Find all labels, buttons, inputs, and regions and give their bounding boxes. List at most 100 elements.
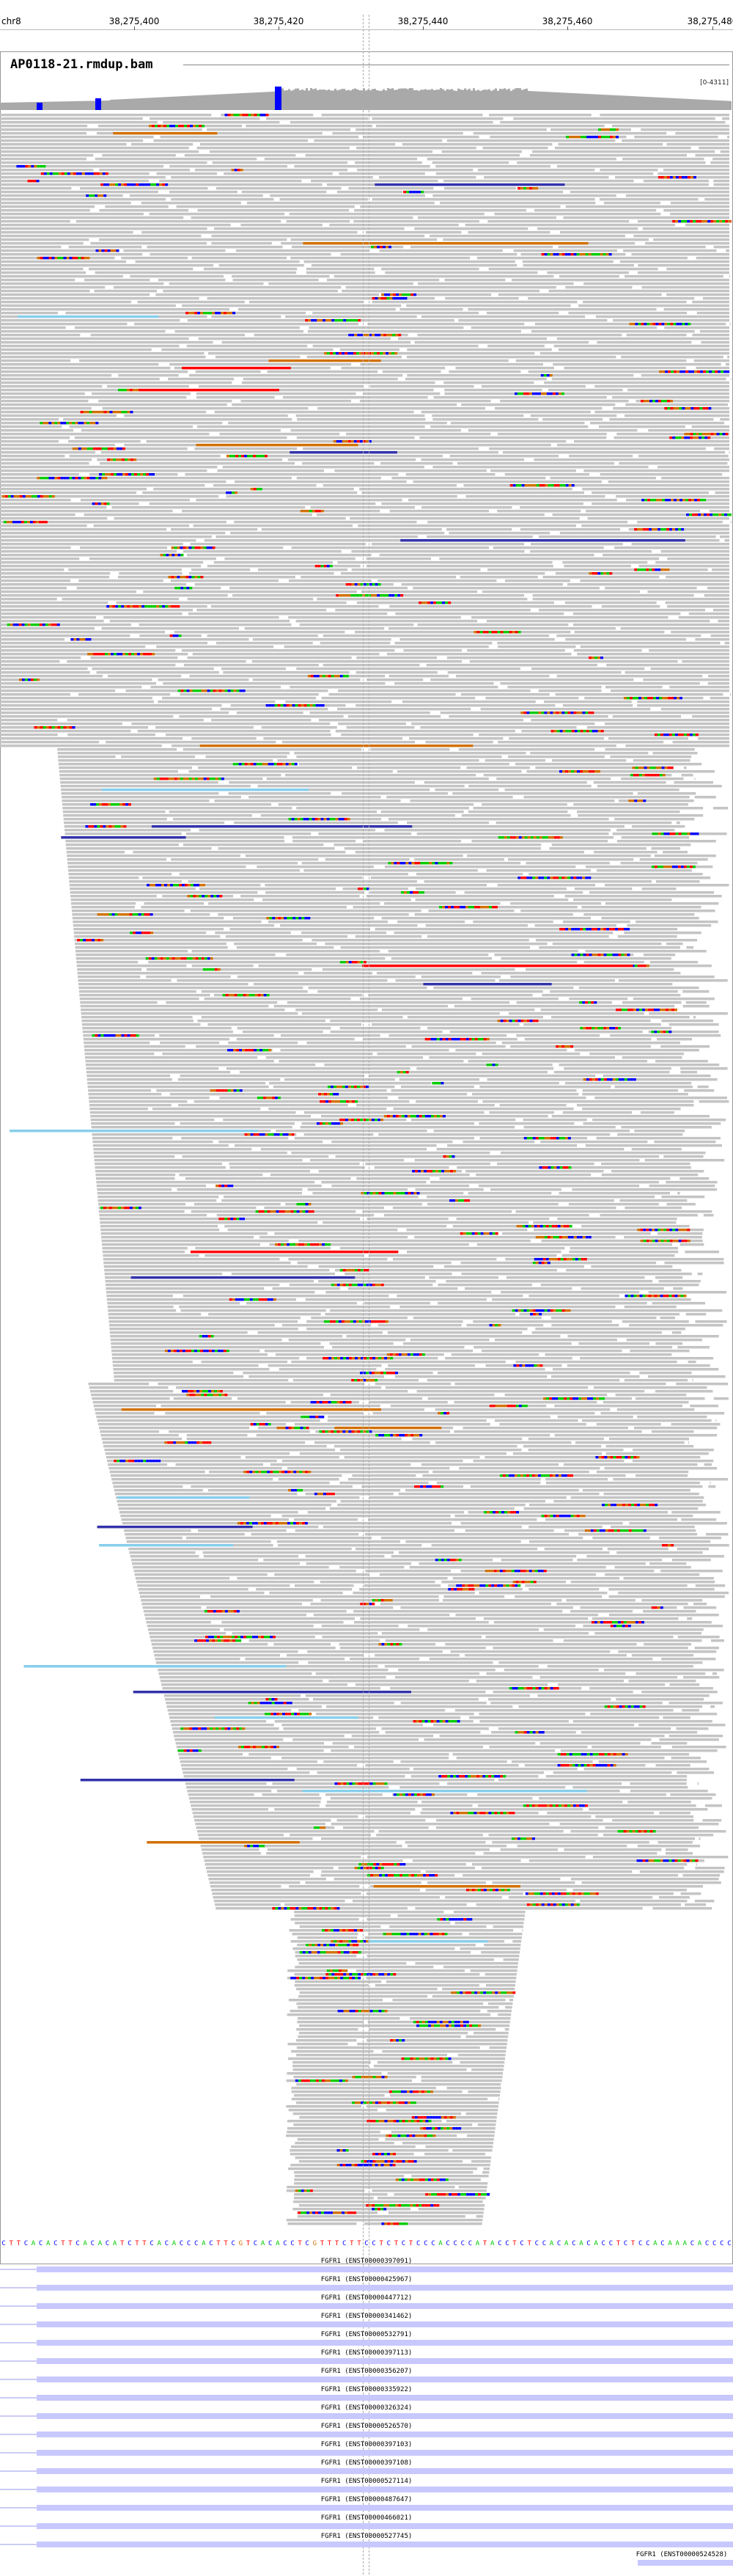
mismatch: [655, 766, 659, 769]
mismatch: [308, 1210, 312, 1213]
read: [292, 246, 404, 249]
read: [672, 1559, 711, 1562]
read: [335, 730, 515, 733]
mismatch: [528, 1474, 532, 1477]
mismatch: [366, 1430, 369, 1433]
read: [325, 1291, 492, 1294]
coverage-bar: [684, 98, 686, 110]
mismatch: [293, 1471, 297, 1474]
mismatch: [113, 249, 117, 252]
read: [397, 337, 547, 340]
mismatch: [299, 1210, 303, 1213]
mismatch: [557, 1225, 561, 1228]
mismatch: [589, 136, 592, 139]
coverage-bar: [554, 92, 556, 110]
read: [438, 1372, 630, 1375]
coverage-bar: [471, 90, 473, 110]
mismatch: [582, 1236, 586, 1239]
mismatch: [389, 1372, 392, 1375]
mismatch: [463, 1038, 466, 1041]
read: [183, 664, 319, 667]
coverage-track[interactable]: [0, 82, 732, 110]
coverage-bar: [330, 90, 332, 110]
read: [435, 172, 654, 175]
mismatch: [69, 257, 73, 260]
soft-clip: [190, 1251, 399, 1254]
mismatch: [512, 1309, 515, 1312]
read: [80, 546, 168, 549]
mismatch: [328, 1493, 332, 1496]
coverage-bar: [631, 96, 633, 110]
read: [211, 242, 272, 245]
read: [0, 484, 205, 487]
read: [419, 1562, 646, 1565]
read: [558, 348, 729, 351]
mismatch: [627, 697, 630, 700]
read: [627, 924, 712, 927]
coverage-bar: [240, 93, 242, 110]
read: [352, 1474, 416, 1477]
mismatch: [695, 733, 699, 736]
read: [405, 1489, 579, 1492]
read: [406, 304, 571, 307]
mismatch: [48, 495, 52, 498]
mismatch: [348, 1401, 352, 1404]
mismatch: [477, 906, 480, 909]
mismatch: [697, 499, 701, 502]
mismatch: [574, 770, 577, 773]
read-alignments[interactable]: [0, 114, 732, 2226]
mismatch: [237, 1298, 241, 1301]
mismatch: [377, 352, 380, 355]
mismatch: [292, 917, 296, 920]
mismatch: [669, 833, 673, 835]
mismatch: [219, 895, 223, 898]
mismatch: [99, 803, 102, 806]
read: [309, 326, 464, 329]
read: [203, 1555, 299, 1558]
read: [321, 114, 483, 117]
mismatch: [581, 1397, 585, 1400]
mismatch: [457, 906, 460, 909]
read: [173, 818, 382, 821]
mismatch: [357, 1284, 361, 1287]
mismatch: [148, 957, 152, 960]
mismatch: [295, 1243, 299, 1246]
mismatch: [407, 1115, 410, 1118]
coverage-bar: [297, 88, 299, 110]
position-ruler[interactable]: chr8 38,275,400 38,275,420 38,275,440 38…: [0, 0, 733, 30]
mismatch: [75, 422, 78, 425]
mismatch: [314, 510, 318, 513]
mismatch: [464, 1199, 468, 1202]
read: [668, 1023, 719, 1026]
read: [620, 627, 729, 630]
mismatch: [281, 917, 284, 920]
mismatch: [454, 1038, 457, 1041]
mismatch: [446, 1559, 450, 1562]
mismatch: [188, 884, 191, 887]
coverage-bar: [389, 89, 391, 110]
read: [473, 807, 704, 810]
mismatch: [268, 763, 271, 766]
mismatch: [218, 777, 221, 780]
read: [0, 180, 150, 183]
read: [413, 862, 521, 865]
mismatch: [262, 1423, 265, 1426]
read: [0, 627, 95, 630]
read: [600, 473, 723, 476]
read: [84, 279, 150, 282]
read: [174, 330, 303, 333]
read: [0, 150, 199, 153]
read: [229, 1163, 360, 1166]
mismatch: [597, 770, 600, 773]
read: [214, 799, 401, 802]
mismatch: [188, 777, 192, 780]
read: [105, 1452, 290, 1455]
read: [379, 554, 594, 557]
mismatch: [552, 392, 556, 395]
track-title[interactable]: AP0118-21.rmdup.bam: [6, 57, 158, 72]
read: [666, 943, 683, 945]
read: [372, 198, 595, 201]
coverage-bar: [686, 98, 688, 110]
mismatch: [143, 1460, 147, 1463]
mismatch: [259, 1049, 263, 1052]
